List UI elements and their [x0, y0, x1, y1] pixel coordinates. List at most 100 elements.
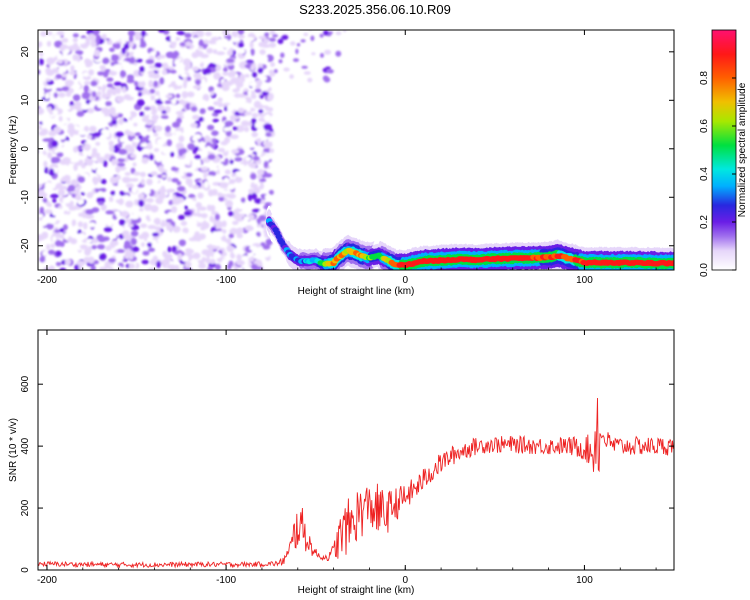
noise-blob	[134, 81, 139, 87]
noise-blob	[146, 142, 153, 150]
noise-blob	[234, 266, 239, 270]
noise-blob	[143, 203, 153, 211]
noise-blob	[95, 152, 101, 158]
noise-blob	[38, 152, 45, 159]
noise-blob	[277, 38, 284, 45]
noise-blob	[91, 90, 97, 98]
noise-blob	[130, 56, 135, 64]
noise-blob	[110, 112, 119, 117]
noise-blob	[214, 263, 221, 270]
noise-blob	[236, 170, 244, 178]
noise-blob	[109, 176, 119, 184]
noise-blob	[281, 34, 289, 40]
noise-blob	[178, 232, 187, 240]
noise-blob	[247, 193, 253, 202]
noise-blob	[140, 223, 148, 229]
noise-blob	[224, 120, 234, 127]
noise-blob	[200, 213, 208, 219]
noise-blob	[227, 50, 233, 56]
snr-y-tick-label: 600	[20, 375, 31, 392]
noise-blob	[208, 262, 217, 268]
noise-blob	[181, 255, 189, 262]
colorbar-tick-label: 0.2	[699, 215, 710, 229]
noise-blob	[137, 80, 146, 88]
noise-blob	[44, 166, 49, 174]
noise-blob	[42, 197, 48, 203]
noise-blob	[73, 146, 79, 153]
noise-blob	[85, 200, 93, 209]
noise-blob	[269, 30, 276, 35]
noise-blob	[228, 70, 236, 78]
noise-blob	[124, 172, 131, 176]
noise-blob	[242, 165, 251, 172]
noise-blob	[115, 210, 121, 218]
noise-blob	[102, 116, 112, 123]
noise-blob	[141, 136, 147, 143]
noise-blob	[198, 262, 207, 269]
noise-blob	[289, 74, 294, 79]
noise-blob	[207, 63, 217, 69]
noise-blob	[73, 163, 78, 171]
noise-blob	[40, 31, 47, 37]
noise-blob	[38, 213, 44, 218]
noise-blob	[38, 58, 44, 66]
noise-blob	[195, 30, 204, 37]
noise-blob	[250, 183, 258, 189]
noise-blob	[74, 83, 81, 90]
noise-blob	[198, 116, 204, 122]
spectrogram-x-tick-label: -200	[37, 275, 57, 286]
noise-blob	[217, 97, 223, 102]
noise-blob	[78, 130, 87, 136]
noise-blob	[300, 39, 306, 43]
noise-blob	[228, 211, 234, 217]
noise-blob	[119, 136, 126, 143]
noise-blob	[158, 105, 166, 112]
noise-blob	[125, 200, 134, 208]
noise-blob	[152, 255, 158, 263]
noise-blob	[187, 114, 192, 122]
noise-blob	[179, 172, 185, 177]
noise-blob	[43, 267, 50, 270]
noise-blob	[146, 178, 153, 186]
noise-blob	[108, 196, 114, 203]
noise-blob	[38, 234, 42, 242]
noise-blob	[217, 133, 223, 141]
noise-blob	[128, 147, 135, 154]
noise-blob	[76, 217, 83, 223]
noise-blob	[268, 189, 274, 195]
noise-blob	[150, 239, 157, 246]
noise-blob	[259, 178, 267, 183]
colorbar-tick-label: 0.6	[699, 119, 710, 133]
noise-blob	[240, 75, 246, 83]
noise-blob	[205, 251, 211, 258]
noise-blob	[169, 151, 175, 157]
noise-blob	[203, 39, 209, 45]
noise-blob	[166, 264, 176, 270]
noise-blob	[198, 39, 204, 47]
noise-blob	[264, 194, 270, 201]
noise-blob	[83, 85, 90, 93]
noise-blob	[146, 120, 154, 126]
noise-blob	[112, 263, 119, 270]
noise-blob	[111, 158, 117, 166]
noise-blob	[192, 252, 201, 260]
noise-blob	[121, 86, 127, 93]
noise-blob	[269, 148, 275, 154]
noise-blob	[178, 197, 185, 203]
noise-blob	[88, 109, 94, 114]
noise-blob	[325, 66, 331, 70]
noise-blob	[41, 231, 49, 239]
noise-blob	[165, 106, 171, 113]
noise-blob	[164, 125, 171, 133]
noise-blob	[91, 152, 96, 159]
noise-blob	[195, 202, 202, 208]
noise-blob	[210, 143, 216, 148]
noise-blob	[263, 160, 269, 169]
noise-blob	[150, 171, 158, 176]
noise-blob	[38, 183, 43, 189]
noise-blob	[92, 260, 99, 265]
noise-blob	[207, 189, 214, 197]
noise-blob	[65, 247, 73, 255]
noise-blob	[160, 115, 169, 120]
noise-blob	[192, 66, 199, 72]
